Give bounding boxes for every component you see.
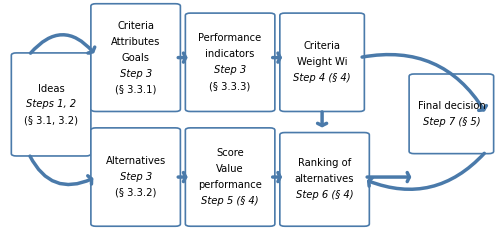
Text: Weight Wi: Weight Wi — [297, 57, 348, 67]
FancyBboxPatch shape — [186, 128, 275, 226]
Text: indicators: indicators — [206, 49, 255, 59]
Text: (§ 3.3.1): (§ 3.3.1) — [115, 84, 156, 95]
Text: (§ 3.3.3): (§ 3.3.3) — [210, 81, 250, 91]
Text: Step 7 (§ 5): Step 7 (§ 5) — [422, 117, 480, 127]
Text: performance: performance — [198, 180, 262, 190]
Text: Score: Score — [216, 148, 244, 158]
Text: Step 6 (§ 4): Step 6 (§ 4) — [296, 190, 354, 200]
Text: Value: Value — [216, 164, 244, 174]
Text: Performance: Performance — [198, 33, 262, 43]
Text: Step 3: Step 3 — [120, 68, 152, 78]
FancyBboxPatch shape — [186, 13, 275, 111]
FancyBboxPatch shape — [409, 74, 494, 154]
Text: Final decision: Final decision — [418, 101, 485, 111]
Text: Steps 1, 2: Steps 1, 2 — [26, 100, 76, 109]
Text: Goals: Goals — [122, 53, 150, 63]
Text: Step 5 (§ 4): Step 5 (§ 4) — [202, 196, 259, 206]
Text: Criteria: Criteria — [304, 41, 341, 51]
FancyBboxPatch shape — [91, 4, 180, 111]
FancyBboxPatch shape — [12, 53, 91, 156]
FancyBboxPatch shape — [280, 132, 370, 226]
Text: (§ 3.1, 3.2): (§ 3.1, 3.2) — [24, 115, 78, 125]
Text: Step 3: Step 3 — [214, 65, 246, 75]
Text: Criteria: Criteria — [117, 21, 154, 31]
Text: Step 3: Step 3 — [120, 172, 152, 182]
Text: alternatives: alternatives — [295, 174, 354, 184]
Text: Alternatives: Alternatives — [106, 156, 166, 166]
Text: Attributes: Attributes — [111, 37, 160, 47]
Text: Ideas: Ideas — [38, 83, 64, 94]
Text: Step 4 (§ 4): Step 4 (§ 4) — [294, 73, 351, 83]
Text: (§ 3.3.2): (§ 3.3.2) — [115, 188, 156, 198]
Text: Ranking of: Ranking of — [298, 159, 351, 169]
FancyBboxPatch shape — [91, 128, 180, 226]
FancyBboxPatch shape — [280, 13, 364, 111]
